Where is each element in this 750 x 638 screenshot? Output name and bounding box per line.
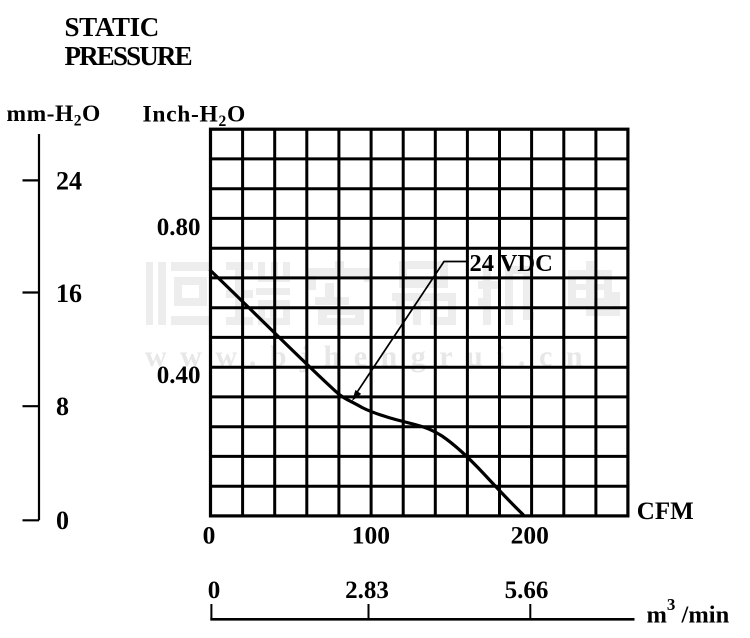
svg-text:PRESSURE: PRESSURE — [65, 41, 192, 71]
svg-text:STATIC: STATIC — [65, 12, 159, 42]
svg-text:m3 /min: m3 /min — [647, 595, 730, 629]
svg-text:0: 0 — [203, 520, 216, 549]
svg-text:0.40: 0.40 — [157, 362, 201, 389]
svg-text:2.83: 2.83 — [345, 577, 389, 604]
svg-text:mm-H2O: mm-H2O — [7, 101, 101, 130]
svg-text:16: 16 — [56, 279, 82, 308]
svg-text:0: 0 — [208, 577, 221, 604]
svg-text:CFM: CFM — [637, 498, 694, 525]
svg-text:0.80: 0.80 — [157, 214, 201, 241]
svg-text:200: 200 — [511, 520, 549, 549]
svg-text:0: 0 — [56, 506, 69, 535]
svg-text:24 VDC: 24 VDC — [470, 250, 553, 277]
svg-text:Inch-H2O: Inch-H2O — [143, 102, 246, 131]
svg-text:24: 24 — [56, 167, 82, 196]
svg-text:8: 8 — [56, 392, 69, 421]
svg-text:100: 100 — [352, 520, 390, 549]
svg-text:5.66: 5.66 — [505, 577, 549, 604]
